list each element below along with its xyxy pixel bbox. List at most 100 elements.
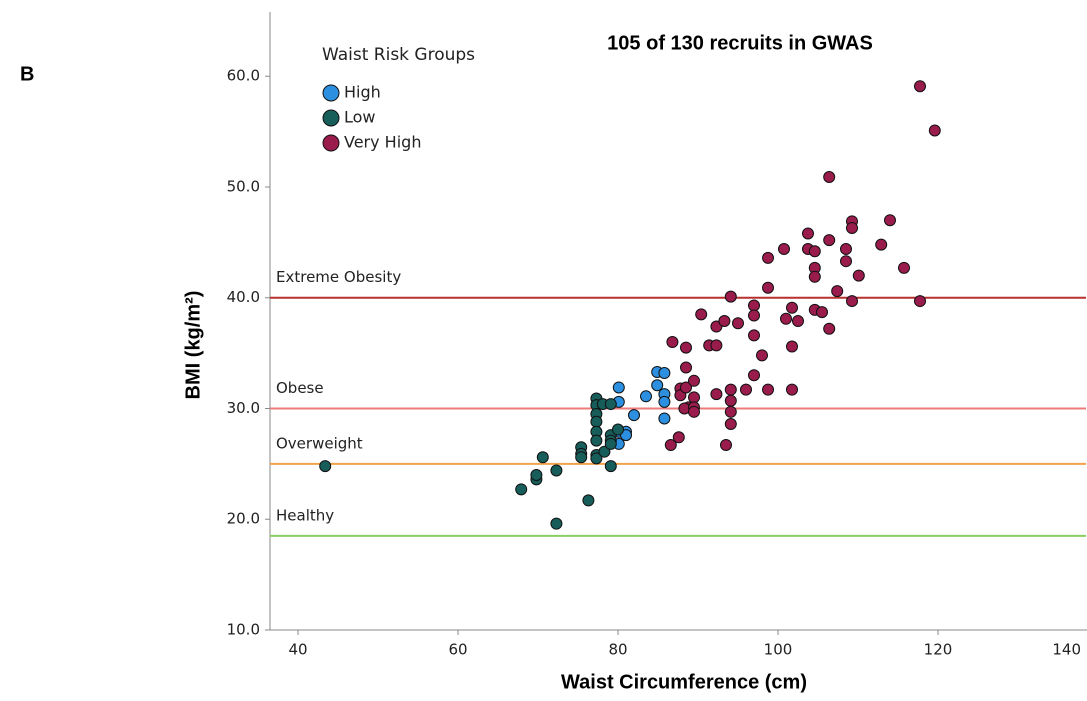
data-point [658,412,671,425]
data-point [604,398,617,411]
data-point [914,80,926,93]
data-point [792,315,804,327]
data-point [628,409,640,422]
data-point [875,238,888,251]
data-point [831,285,844,298]
legend-marker [322,134,340,152]
data-point [808,270,821,283]
data-point [710,339,723,352]
data-point [530,468,543,481]
data-point [680,341,692,354]
data-point [710,388,723,401]
x-tick-label: 140 [1052,641,1081,659]
data-point [928,124,941,137]
data-point [640,390,652,403]
data-point [575,451,588,464]
x-axis-label: Waist Circumference (cm) [561,671,807,693]
data-point [724,394,737,407]
y-tick-label: 50.0 [227,177,260,195]
data-point [651,379,664,392]
reference-label: Overweight [276,434,363,452]
data-point [680,361,692,374]
data-point [823,171,836,184]
data-point [748,369,760,382]
data-point [816,306,828,319]
data-point [536,451,549,464]
legend-label: High [344,83,381,102]
legend-title: Waist Risk Groups [322,45,475,65]
data-point [762,383,774,396]
data-point [604,460,617,473]
chart-title: 105 of 130 recruits in GWAS [607,32,873,54]
data-point [550,464,563,477]
data-point [724,383,737,396]
data-point [612,381,625,394]
data-point [732,317,744,330]
data-point [762,281,774,294]
y-tick-label: 40.0 [227,288,260,306]
data-point [718,315,731,327]
data-point [319,460,332,473]
data-point [840,243,852,256]
data-point [823,234,836,247]
panel-label: B [20,63,34,85]
data-point [846,295,858,308]
data-point [914,295,926,308]
data-point [898,261,910,274]
data-point [846,221,858,234]
data-point [582,494,595,507]
data-point [802,227,814,240]
data-point [658,367,671,380]
data-point [748,299,760,312]
data-point [598,445,611,458]
x-tick-label: 40 [288,641,307,659]
data-point [724,290,737,303]
data-point [778,243,790,256]
data-point [515,483,528,496]
data-point [740,383,752,396]
y-axis-label: BMI (kg/m²) [182,291,204,400]
y-tick-label: 20.0 [227,510,260,528]
data-point [852,269,865,282]
data-point [720,439,732,452]
data-point [780,312,792,325]
data-point [688,391,700,404]
data-point [786,383,798,396]
data-point [688,374,700,387]
data-point [666,336,679,349]
x-tick-label: 60 [448,641,467,659]
data-point [724,405,737,418]
data-point [748,309,760,322]
legend-marker [322,109,340,127]
data-point [680,381,692,394]
data-point [786,340,798,353]
data-point [590,434,603,447]
y-tick-label: 10.0 [227,621,260,639]
data-point [612,423,624,436]
data-point [590,452,603,465]
data-point [823,322,836,335]
data-point [884,214,896,227]
data-point [688,405,700,418]
reference-label: Obese [276,379,324,397]
data-point [762,251,774,264]
y-tick-label: 60.0 [227,67,260,85]
reference-label: Extreme Obesity [276,268,401,286]
reference-label: Healthy [276,506,334,524]
data-point [604,437,617,450]
y-tick-label: 30.0 [227,399,260,417]
data-point [724,418,737,430]
data-point [840,255,852,268]
data-point [658,395,671,408]
x-tick-label: 100 [764,641,793,659]
data-point [590,415,603,428]
data-point [672,431,685,444]
x-tick-label: 80 [608,641,627,659]
legend-label: Very High [344,133,421,152]
data-point [550,517,563,530]
data-point [756,349,768,362]
data-point [748,329,760,342]
data-point [808,245,821,258]
data-point [695,308,708,321]
